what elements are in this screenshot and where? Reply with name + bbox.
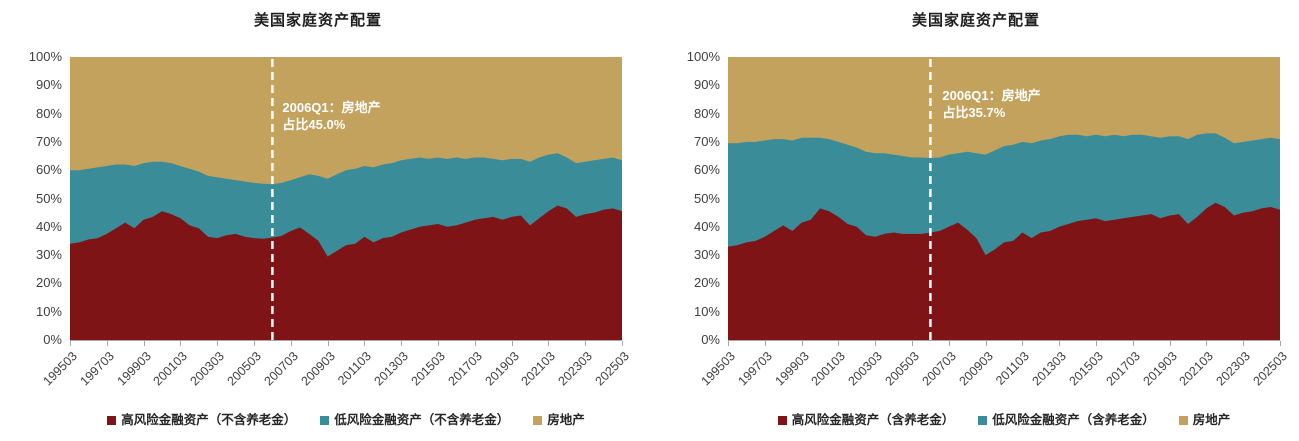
x-tick-mark	[622, 341, 623, 346]
legend-item: 房地产	[1178, 413, 1231, 427]
event-annotation: 2006Q1：房地产 占比35.7%	[942, 87, 1040, 121]
chart-title: 美国家庭资产配置	[911, 12, 1040, 29]
y-tick-label: 80%	[693, 105, 720, 121]
x-tick-mark	[801, 341, 803, 346]
chart-title: 美国家庭资产配置	[253, 12, 382, 29]
y-tick-label: 70%	[35, 133, 62, 149]
y-tick-label: 20%	[35, 275, 62, 291]
x-tick-mark	[1169, 341, 1171, 346]
legend: 高风险金融资产（含养老金） 低风险金融资产（含养老金） 房地产	[668, 412, 1299, 428]
x-tick-mark	[327, 341, 329, 346]
x-tick-mark	[1243, 341, 1245, 346]
y-tick-label: 50%	[35, 190, 62, 206]
x-tick-mark	[511, 341, 513, 346]
x-tick-mark	[1096, 341, 1097, 346]
legend-swatch-icon	[1178, 415, 1188, 425]
x-tick-mark	[180, 341, 182, 346]
y-tick-label: 10%	[693, 303, 720, 319]
stacked-area-svg	[728, 57, 1280, 340]
y-tick-label: 0%	[43, 332, 62, 347]
y-tick-label: 30%	[35, 247, 62, 263]
x-tick-mark	[143, 341, 145, 346]
x-tick-mark	[364, 341, 366, 346]
event-annotation-line2: 占比45.0%	[282, 117, 346, 132]
x-tick-mark	[217, 341, 219, 346]
event-annotation-line2: 占比35.7%	[942, 105, 1006, 120]
y-tick-label: 100%	[686, 49, 720, 64]
event-annotation-line1: 2006Q1：房地产	[942, 88, 1041, 103]
y-tick-label: 40%	[35, 218, 62, 234]
x-tick-mark	[254, 341, 255, 346]
y-tick-label: 90%	[35, 77, 62, 93]
x-tick-mark	[948, 341, 950, 346]
legend-item: 高风险金融资产（不含养老金）	[107, 413, 296, 427]
legend-label: 房地产	[1192, 413, 1231, 427]
legend: 高风险金融资产（不含养老金） 低风险金融资产（不含养老金） 房地产	[10, 412, 682, 428]
legend-item: 低风险金融资产（含养老金）	[978, 413, 1155, 427]
legend-label: 房地产	[547, 413, 585, 427]
x-axis-line	[70, 340, 622, 341]
legend-swatch-icon	[978, 415, 988, 425]
y-tick-label: 0%	[701, 332, 720, 347]
plot-area: 0% 10% 20% 30% 40% 50% 60% 70% 80% 90% 100% 199503 1…	[29, 50, 632, 389]
x-tick-mark	[728, 341, 729, 346]
y-tick-label: 80%	[35, 105, 62, 121]
x-tick-mark	[1059, 341, 1061, 346]
legend-label: 低风险金融资产（不含养老金）	[334, 413, 510, 427]
event-annotation-line1: 2006Q1：房地产	[282, 100, 381, 115]
legend-swatch-icon	[777, 415, 787, 425]
stacked-area-svg	[70, 57, 622, 340]
x-tick-mark	[438, 341, 439, 346]
legend-swatch-icon	[320, 415, 330, 425]
x-tick-mark	[912, 341, 913, 346]
y-tick-label: 100%	[28, 49, 62, 64]
legend-label: 低风险金融资产（含养老金）	[992, 413, 1155, 427]
legend-item: 高风险金融资产（含养老金）	[777, 413, 955, 427]
legend-item: 房地产	[533, 413, 585, 427]
x-tick-mark	[1280, 341, 1281, 346]
x-tick-mark	[1022, 341, 1024, 346]
x-tick-mark	[838, 341, 840, 346]
legend-label: 高风险金融资产（含养老金）	[791, 413, 955, 427]
y-tick-label: 40%	[693, 218, 720, 234]
y-tick-label: 10%	[35, 303, 62, 319]
plot-area: 0% 10% 20% 30% 40% 50% 60% 70% 80% 90% 100% 199503 1…	[687, 50, 1290, 389]
legend-label: 高风险金融资产（不含养老金）	[121, 413, 297, 427]
y-tick-label: 90%	[693, 77, 720, 93]
legend-item: 低风险金融资产（不含养老金）	[320, 413, 509, 427]
y-tick-label: 70%	[693, 133, 720, 149]
x-tick-mark	[764, 341, 766, 346]
x-tick-mark	[985, 341, 987, 346]
x-tick-mark	[548, 341, 550, 346]
legend-swatch-icon	[107, 415, 117, 425]
legend-swatch-icon	[533, 415, 543, 425]
x-tick-mark	[290, 341, 292, 346]
x-tick-mark	[875, 341, 877, 346]
x-tick-mark	[1206, 341, 1208, 346]
x-tick-mark	[1132, 341, 1134, 346]
x-axis-line	[728, 340, 1280, 341]
x-tick-mark	[70, 341, 71, 346]
y-tick-label: 20%	[693, 275, 720, 291]
y-tick-label: 60%	[35, 162, 62, 178]
x-tick-mark	[401, 341, 403, 346]
x-tick-mark	[106, 341, 108, 346]
y-tick-label: 50%	[693, 190, 720, 206]
x-tick-mark	[585, 341, 587, 346]
event-annotation: 2006Q1：房地产 占比45.0%	[282, 99, 380, 133]
x-tick-mark	[474, 341, 476, 346]
y-tick-label: 30%	[693, 247, 720, 263]
area-high-risk	[728, 202, 1280, 340]
y-tick-label: 60%	[693, 162, 720, 178]
area-high-risk	[70, 205, 622, 340]
